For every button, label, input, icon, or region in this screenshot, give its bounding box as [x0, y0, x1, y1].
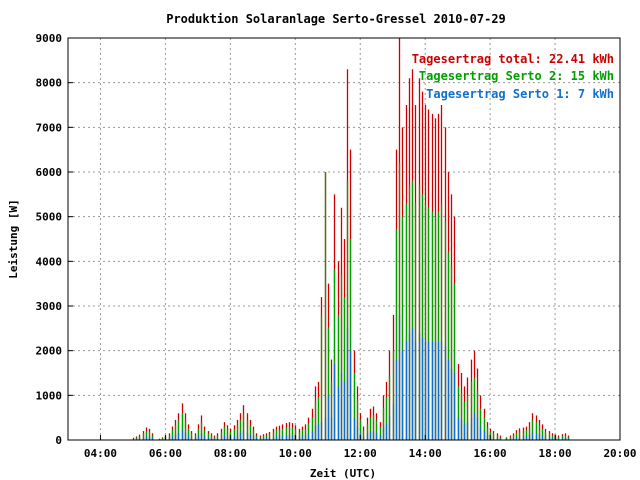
y-axis: 0 1000 2000 3000 4000 5000 6000 7000 8000 9000: [36, 32, 73, 447]
y-tick-label: 6000: [36, 166, 63, 179]
x-tick-label: 04:00: [84, 447, 117, 460]
plot-frame: [67, 37, 621, 441]
bars: [132, 38, 570, 440]
y-tick-label: 9000: [36, 32, 63, 45]
legend-entry-total: Tagesertrag total: 22.41 kWh: [412, 52, 614, 66]
legend-entry-serto-1: Tagesertrag Serto 1: 7 kWh: [426, 87, 614, 101]
y-tick-label: 5000: [36, 211, 63, 224]
x-tick-label: 14:00: [409, 447, 442, 460]
y-tick-label: 2000: [36, 345, 63, 358]
legend-entry-serto-2: Tagesertrag Serto 2: 15 kWh: [419, 69, 614, 83]
x-tick-label: 06:00: [149, 447, 182, 460]
y-tick-label: 3000: [36, 300, 63, 313]
x-tick-label: 20:00: [603, 447, 636, 460]
legend: Tagesertrag total: 22.41 kWh Tagesertrag…: [412, 52, 614, 101]
y-tick-label: 8000: [36, 77, 63, 90]
y-tick-label: 4000: [36, 255, 63, 268]
x-tick-label: 18:00: [538, 447, 571, 460]
y-tick-label: 0: [55, 434, 62, 447]
y-tick-label: 1000: [36, 389, 63, 402]
x-tick-label: 08:00: [214, 447, 247, 460]
x-tick-label: 12:00: [344, 447, 377, 460]
x-tick-label: 10:00: [279, 447, 312, 460]
x-axis-label: Zeit (UTC): [310, 467, 376, 480]
x-axis: 04:00 06:00 08:00 10:00 12:00 14:00 16:00 18:00…: [84, 435, 637, 460]
x-tick-label: 16:00: [474, 447, 507, 460]
chart-title: Produktion Solaranlage Serto-Gressel 201…: [166, 12, 506, 26]
y-tick-label: 7000: [36, 121, 63, 134]
y-axis-label: Leistung [W]: [7, 199, 20, 278]
